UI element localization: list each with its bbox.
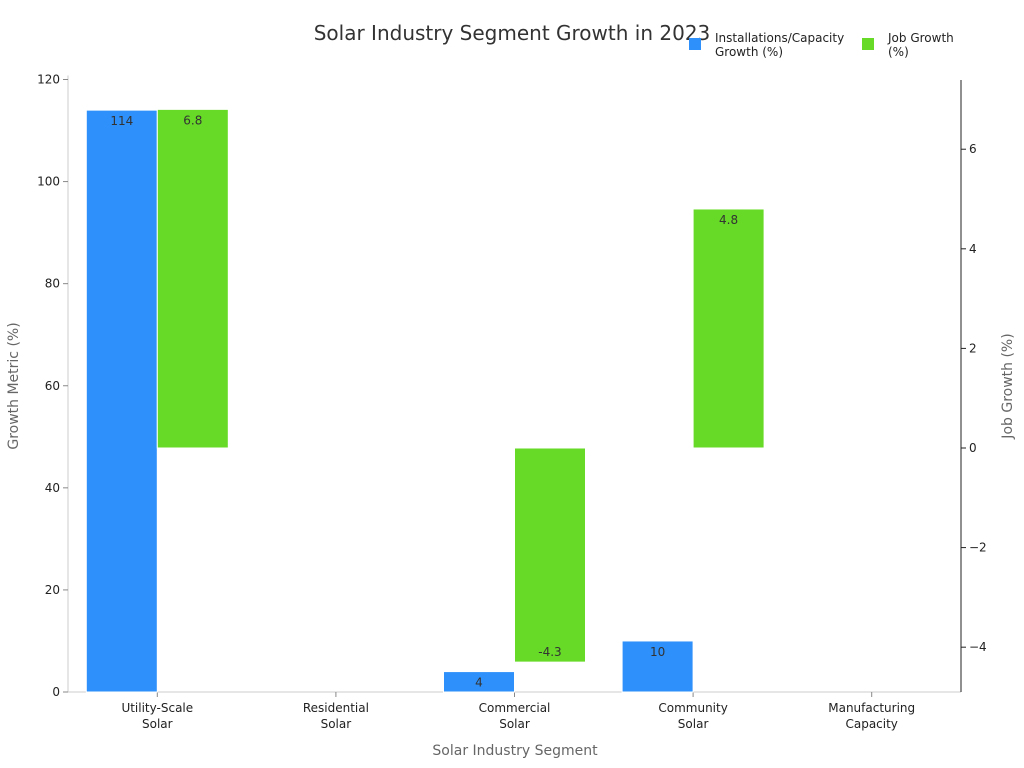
bar-value-label: 10 <box>650 645 665 659</box>
legend-swatch-job-growth <box>862 38 874 50</box>
y2-tick-label: 0 <box>969 441 977 455</box>
x-tick-label: Commercial <box>479 701 551 715</box>
x-tick-label: Capacity <box>845 717 897 731</box>
x-axis-label: Solar Industry Segment <box>432 743 598 759</box>
installations-bar <box>443 671 515 693</box>
bar-value-label: 6.8 <box>183 113 202 127</box>
bar-value-label: 4.8 <box>719 213 738 227</box>
y-tick-label: 20 <box>45 583 60 597</box>
bar-value-label: -4.3 <box>538 645 561 659</box>
legend-label: Installations/Capacity <box>715 31 844 45</box>
x-tick-label: Solar <box>142 717 173 731</box>
job-growth-bar <box>156 108 229 449</box>
y-tick-label: 80 <box>45 277 60 291</box>
bar-value-label: 4 <box>475 676 483 690</box>
y2-axis-label: Job Growth (%) <box>1000 333 1016 439</box>
x-tick-label: Manufacturing <box>828 701 915 715</box>
bar-value-label: 114 <box>110 114 133 128</box>
axes: 0 20 40 60 80 100 120 −4 −2 0 2 4 6 Utility-Scale Sola… <box>37 73 987 732</box>
job-growth-bar <box>514 447 586 663</box>
legend-label: Job Growth <box>887 31 954 45</box>
chart-title: Solar Industry Segment Growth in 2023 <box>314 21 711 45</box>
x-tick-label: Solar <box>678 717 709 731</box>
y-axis-label: Growth Metric (%) <box>6 322 22 449</box>
y-tick-label: 60 <box>45 379 60 393</box>
y2-tick-label: 6 <box>969 142 977 156</box>
x-tick-label: Residential <box>303 701 369 715</box>
x-tick-label: Solar <box>499 717 530 731</box>
y-tick-label: 0 <box>52 685 60 699</box>
legend-label: Growth (%) <box>715 45 783 59</box>
legend-swatch-installations <box>689 38 701 50</box>
bars <box>85 108 765 693</box>
x-tick-label: Utility-Scale <box>121 701 193 715</box>
y-tick-label: 100 <box>37 175 60 189</box>
y2-tick-label: −4 <box>969 640 987 654</box>
x-tick-label: Solar <box>321 717 352 731</box>
y-tick-label: 120 <box>37 73 60 87</box>
installations-bar <box>621 640 694 693</box>
y-tick-label: 40 <box>45 481 60 495</box>
job-growth-bar <box>692 208 765 449</box>
legend-label: (%) <box>888 45 909 59</box>
y2-tick-label: 2 <box>969 341 977 355</box>
y2-tick-label: −2 <box>969 541 987 555</box>
bar-labels: 114 4 10 6.8 -4.3 4.8 <box>110 113 738 689</box>
y2-tick-label: 4 <box>969 242 977 256</box>
installations-bar <box>85 109 158 693</box>
x-tick-label: Community <box>658 701 727 715</box>
